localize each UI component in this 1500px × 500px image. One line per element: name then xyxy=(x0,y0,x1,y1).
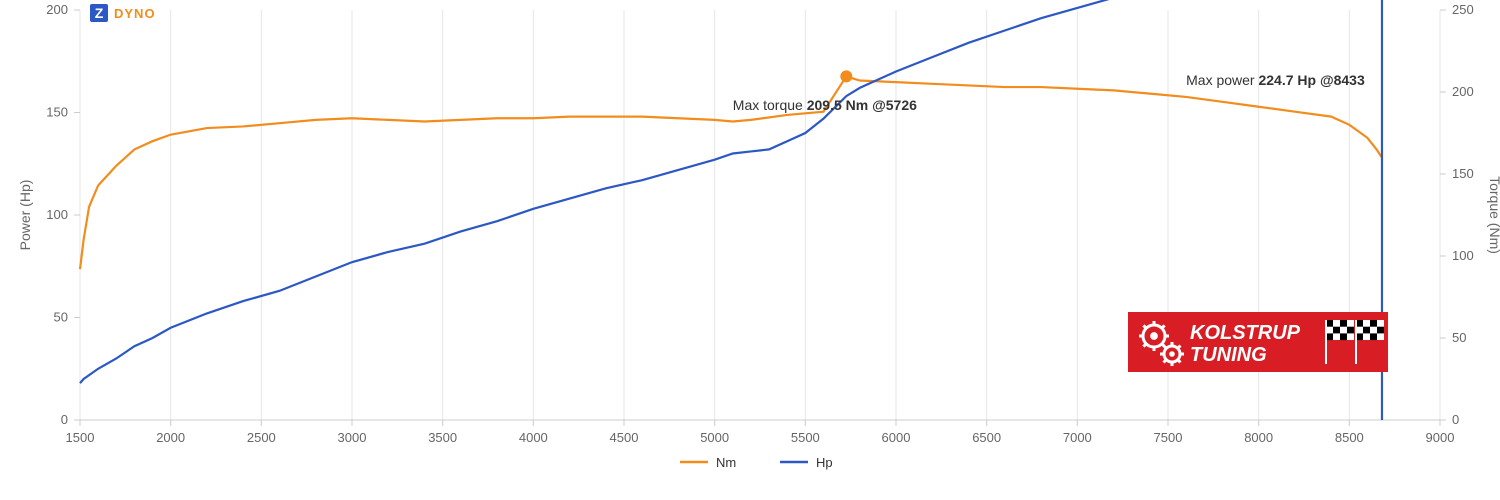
y-left-tick: 200 xyxy=(46,2,68,17)
y-right-tick: 250 xyxy=(1452,2,1474,17)
x-tick: 4500 xyxy=(610,430,639,445)
x-tick: 7500 xyxy=(1154,430,1183,445)
x-tick: 9000 xyxy=(1426,430,1455,445)
dyno-chart: 1500200025003000350040004500500055006000… xyxy=(0,0,1500,500)
annotation: Max torque 209.5 Nm @5726 xyxy=(733,97,917,113)
legend-label: Nm xyxy=(716,455,736,470)
x-tick: 1500 xyxy=(66,430,95,445)
y-left-title: Power (Hp) xyxy=(17,180,33,251)
brand-badge: KOLSTRUPTUNING xyxy=(1128,312,1388,372)
y-right-title: Torque (Nm) xyxy=(1487,176,1500,254)
x-tick: 2500 xyxy=(247,430,276,445)
legend-label: Hp xyxy=(816,455,833,470)
x-tick: 5500 xyxy=(791,430,820,445)
peak-marker xyxy=(840,70,852,82)
x-tick: 2000 xyxy=(156,430,185,445)
y-right-tick: 150 xyxy=(1452,166,1474,181)
svg-text:DYNO: DYNO xyxy=(114,6,156,21)
x-tick: 4000 xyxy=(519,430,548,445)
y-right-tick: 100 xyxy=(1452,248,1474,263)
y-right-tick: 200 xyxy=(1452,84,1474,99)
zdyno-logo: Z DYNO xyxy=(90,4,156,22)
svg-text:Z: Z xyxy=(95,5,104,21)
x-tick: 3500 xyxy=(428,430,457,445)
y-left-tick: 0 xyxy=(61,412,68,427)
y-left-tick: 150 xyxy=(46,105,68,120)
y-right-tick: 50 xyxy=(1452,330,1466,345)
svg-text:TUNING: TUNING xyxy=(1190,344,1267,366)
x-tick: 8500 xyxy=(1335,430,1364,445)
x-tick: 6500 xyxy=(972,430,1001,445)
x-tick: 8000 xyxy=(1244,430,1273,445)
y-left-tick: 100 xyxy=(46,207,68,222)
x-tick: 5000 xyxy=(700,430,729,445)
x-tick: 7000 xyxy=(1063,430,1092,445)
y-right-tick: 0 xyxy=(1452,412,1459,427)
y-left-tick: 50 xyxy=(54,310,68,325)
chart-svg: 1500200025003000350040004500500055006000… xyxy=(0,0,1500,500)
svg-text:KOLSTRUP: KOLSTRUP xyxy=(1190,322,1301,344)
annotation: Max power 224.7 Hp @8433 xyxy=(1186,72,1365,88)
x-tick: 3000 xyxy=(338,430,367,445)
x-tick: 6000 xyxy=(882,430,911,445)
